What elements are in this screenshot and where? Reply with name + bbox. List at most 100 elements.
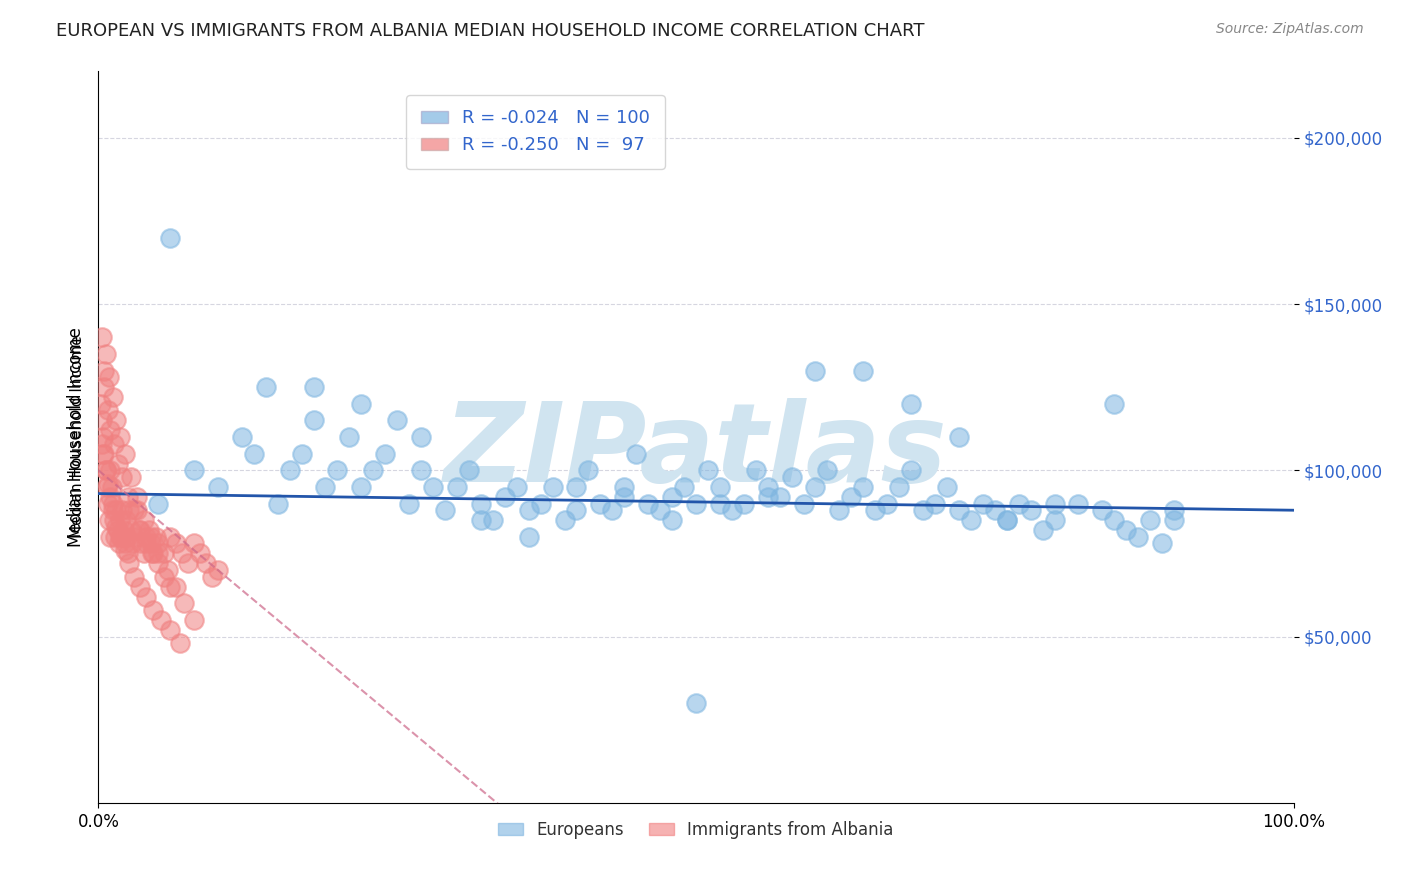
Point <box>91 447 114 461</box>
Point <box>172 546 194 560</box>
Point <box>911 503 934 517</box>
Point <box>96 480 118 494</box>
Point <box>517 530 540 544</box>
Point <box>852 480 875 494</box>
Point <box>648 503 672 517</box>
Point <box>125 503 148 517</box>
Point <box>948 430 970 444</box>
Point <box>153 546 176 560</box>
Point <box>90 397 112 411</box>
Point <box>350 480 373 494</box>
Point <box>793 497 815 511</box>
Point <box>924 497 946 511</box>
Point <box>815 463 838 477</box>
Point <box>1115 523 1137 537</box>
Point <box>434 503 457 517</box>
Point <box>107 457 129 471</box>
Point <box>149 613 172 627</box>
Point <box>876 497 898 511</box>
Text: ZIPatlas: ZIPatlas <box>444 398 948 505</box>
Point <box>685 497 707 511</box>
Point <box>470 497 492 511</box>
Point <box>129 523 152 537</box>
Point <box>125 490 148 504</box>
Point <box>756 480 779 494</box>
Point <box>141 546 163 560</box>
Point <box>697 463 720 477</box>
Point <box>865 503 887 517</box>
Point <box>709 497 731 511</box>
Point <box>129 580 152 594</box>
Point <box>105 413 128 427</box>
Point <box>1043 497 1066 511</box>
Point <box>98 530 122 544</box>
Point <box>135 590 157 604</box>
Point <box>93 447 115 461</box>
Point <box>115 530 138 544</box>
Point <box>138 523 160 537</box>
Point <box>105 520 128 534</box>
Point <box>97 403 120 417</box>
Point <box>93 380 115 394</box>
Point <box>159 580 181 594</box>
Point <box>93 363 115 377</box>
Point <box>458 463 481 477</box>
Point <box>169 636 191 650</box>
Point <box>350 397 373 411</box>
Point <box>530 497 553 511</box>
Point <box>148 536 170 550</box>
Point <box>291 447 314 461</box>
Point <box>936 480 959 494</box>
Point <box>565 480 588 494</box>
Point <box>114 447 136 461</box>
Point <box>98 370 121 384</box>
Point <box>148 557 170 571</box>
Point <box>841 490 863 504</box>
Point <box>1139 513 1161 527</box>
Point <box>183 613 205 627</box>
Point <box>756 490 779 504</box>
Point <box>118 503 141 517</box>
Point <box>132 513 155 527</box>
Point <box>156 563 179 577</box>
Point <box>110 530 132 544</box>
Point <box>613 490 636 504</box>
Point <box>114 536 136 550</box>
Point <box>111 503 134 517</box>
Point <box>135 536 157 550</box>
Point <box>97 497 120 511</box>
Point <box>984 503 1007 517</box>
Point <box>131 536 153 550</box>
Point <box>411 430 433 444</box>
Point <box>142 546 165 560</box>
Point <box>94 463 117 477</box>
Point <box>780 470 803 484</box>
Point <box>120 523 142 537</box>
Point <box>733 497 755 511</box>
Point <box>1163 503 1185 517</box>
Point <box>541 480 564 494</box>
Point <box>422 480 444 494</box>
Point <box>183 463 205 477</box>
Point <box>339 430 361 444</box>
Point <box>101 503 124 517</box>
Point <box>673 480 696 494</box>
Point <box>804 363 827 377</box>
Point <box>565 503 588 517</box>
Point <box>107 523 129 537</box>
Point <box>709 480 731 494</box>
Point <box>173 596 195 610</box>
Point <box>159 530 181 544</box>
Point <box>159 623 181 637</box>
Point <box>1008 497 1031 511</box>
Point <box>103 513 125 527</box>
Point <box>107 536 129 550</box>
Point <box>637 497 659 511</box>
Point <box>578 463 600 477</box>
Point <box>124 570 146 584</box>
Point <box>1104 397 1126 411</box>
Point <box>207 480 229 494</box>
Point <box>852 363 875 377</box>
Point <box>153 570 176 584</box>
Point <box>94 347 117 361</box>
